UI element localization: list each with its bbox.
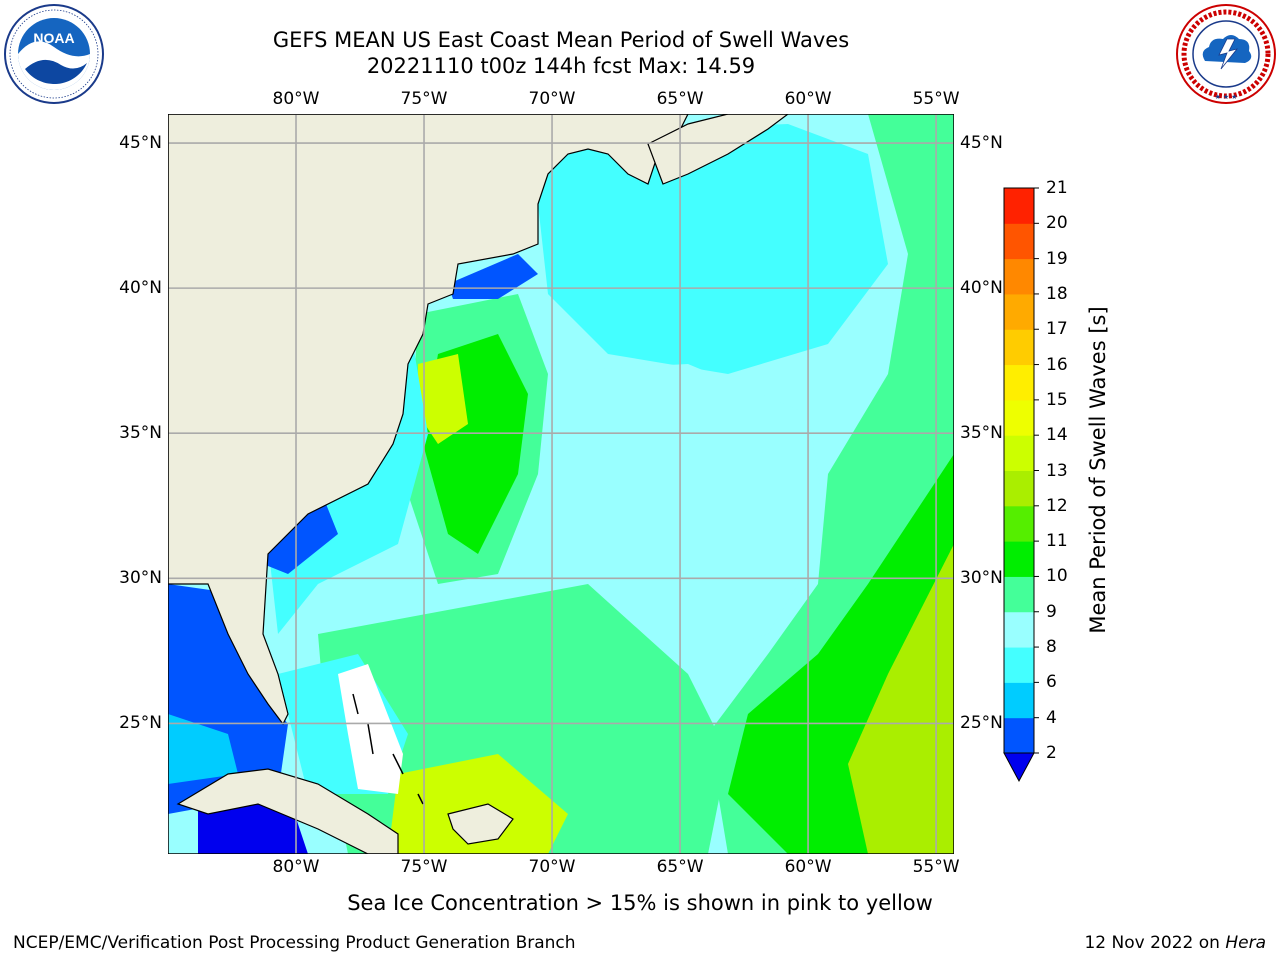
- colorbar-level-label: 9: [1046, 601, 1057, 622]
- colorbar-segment: [1004, 329, 1034, 366]
- latitude-label: 30°N: [960, 568, 1003, 589]
- longitude-label: 60°W: [784, 857, 832, 877]
- latitude-label: 35°N: [960, 423, 1003, 444]
- longitude-label: 65°W: [656, 857, 704, 877]
- swell-region-lime-se: [848, 544, 954, 854]
- colorbar-level-label: 14: [1046, 425, 1068, 446]
- colorbar-segment: [1004, 682, 1034, 719]
- colorbar-segment: [1004, 647, 1034, 683]
- colorbar-level-label: 20: [1046, 213, 1068, 234]
- colorbar-under-extension: [1003, 752, 1035, 783]
- chart-subtitle: 20221110 t00z 144h fcst Max: 14.59: [366, 54, 756, 78]
- latitude-label: 25°N: [119, 713, 162, 734]
- footer-credit: NCEP/EMC/Verification Post Processing Pr…: [13, 933, 576, 953]
- colorbar-level-label: 2: [1046, 743, 1057, 763]
- nws-logo: ★ ★ ★: [1176, 4, 1276, 104]
- colorbar-segment: [1004, 576, 1034, 613]
- longitude-label: 75°W: [400, 89, 448, 109]
- longitude-label: 55°W: [912, 857, 960, 877]
- colorbar-level-label: 18: [1046, 283, 1068, 304]
- colorbar-level-label: 10: [1046, 566, 1068, 587]
- colorbar-level-label: 11: [1046, 531, 1068, 552]
- colorbar-level-label: 4: [1046, 707, 1057, 728]
- sea-ice-note: Sea Ice Concentration > 15% is shown in …: [347, 891, 933, 915]
- footer-date: 12 Nov 2022 on Hera: [1084, 933, 1266, 953]
- colorbar-level-label: 19: [1046, 248, 1068, 269]
- colorbar-segment: [1004, 435, 1034, 471]
- swell-region-yellow-hatteras: [418, 354, 468, 444]
- swell-region-cyan-north: [528, 124, 888, 374]
- latitude-label: 30°N: [119, 568, 162, 589]
- land-cuba: [176, 768, 399, 854]
- colorbar-level-label: 16: [1046, 354, 1068, 375]
- land-hispaniola: [447, 803, 514, 845]
- latitude-label: 40°N: [960, 278, 1003, 299]
- colorbar-segment: [1004, 293, 1034, 330]
- colorbar: [1003, 187, 1039, 783]
- colorbar-level-label: 8: [1046, 637, 1057, 658]
- latitude-label: 45°N: [119, 133, 162, 154]
- latitude-label: 45°N: [960, 133, 1003, 154]
- colorbar-segment: [1004, 611, 1034, 648]
- latitude-label: 25°N: [960, 713, 1003, 734]
- longitude-label: 80°W: [272, 857, 320, 877]
- longitude-label: 70°W: [528, 857, 576, 877]
- colorbar-level-label: 21: [1046, 178, 1068, 198]
- svg-text:★ ★ ★: ★ ★ ★: [1215, 93, 1238, 101]
- colorbar-level-label: 12: [1046, 495, 1068, 516]
- colorbar-level-label: 6: [1046, 672, 1057, 693]
- colorbar-segment: [1004, 717, 1034, 754]
- colorbar-level-label: 13: [1046, 460, 1068, 481]
- land-bahamas-islets: [352, 693, 424, 805]
- colorbar-segment: [1004, 188, 1034, 224]
- colorbar-segment: [1004, 470, 1034, 507]
- colorbar-segment: [1004, 505, 1034, 542]
- colorbar-segment: [1004, 223, 1034, 260]
- longitude-label: 75°W: [400, 857, 448, 877]
- land-north-america: [168, 114, 689, 726]
- longitude-label: 70°W: [528, 89, 576, 109]
- noaa-logo: NOAA: [4, 4, 104, 104]
- colorbar-segment: [1004, 258, 1034, 295]
- colorbar-level-label: 15: [1046, 389, 1068, 410]
- colorbar-segment: [1004, 541, 1034, 577]
- noaa-logo-text: NOAA: [33, 30, 74, 46]
- longitude-label: 80°W: [272, 89, 320, 109]
- colorbar-title: Mean Period of Swell Waves [s]: [1086, 306, 1110, 634]
- colorbar-segment: [1004, 399, 1034, 436]
- map-panel: [168, 114, 954, 854]
- latitude-label: 35°N: [119, 423, 162, 444]
- swell-region-cyan-gom: [168, 714, 238, 784]
- longitude-label: 65°W: [656, 89, 704, 109]
- latitude-label: 40°N: [119, 278, 162, 299]
- chart-title: GEFS MEAN US East Coast Mean Period of S…: [272, 28, 850, 52]
- colorbar-segment: [1004, 364, 1034, 401]
- longitude-label: 55°W: [912, 89, 960, 109]
- land-nova-scotia: [647, 114, 789, 185]
- swell-region-yellow-caribbean: [388, 754, 568, 854]
- longitude-label: 60°W: [784, 89, 832, 109]
- colorbar-level-label: 17: [1046, 319, 1068, 340]
